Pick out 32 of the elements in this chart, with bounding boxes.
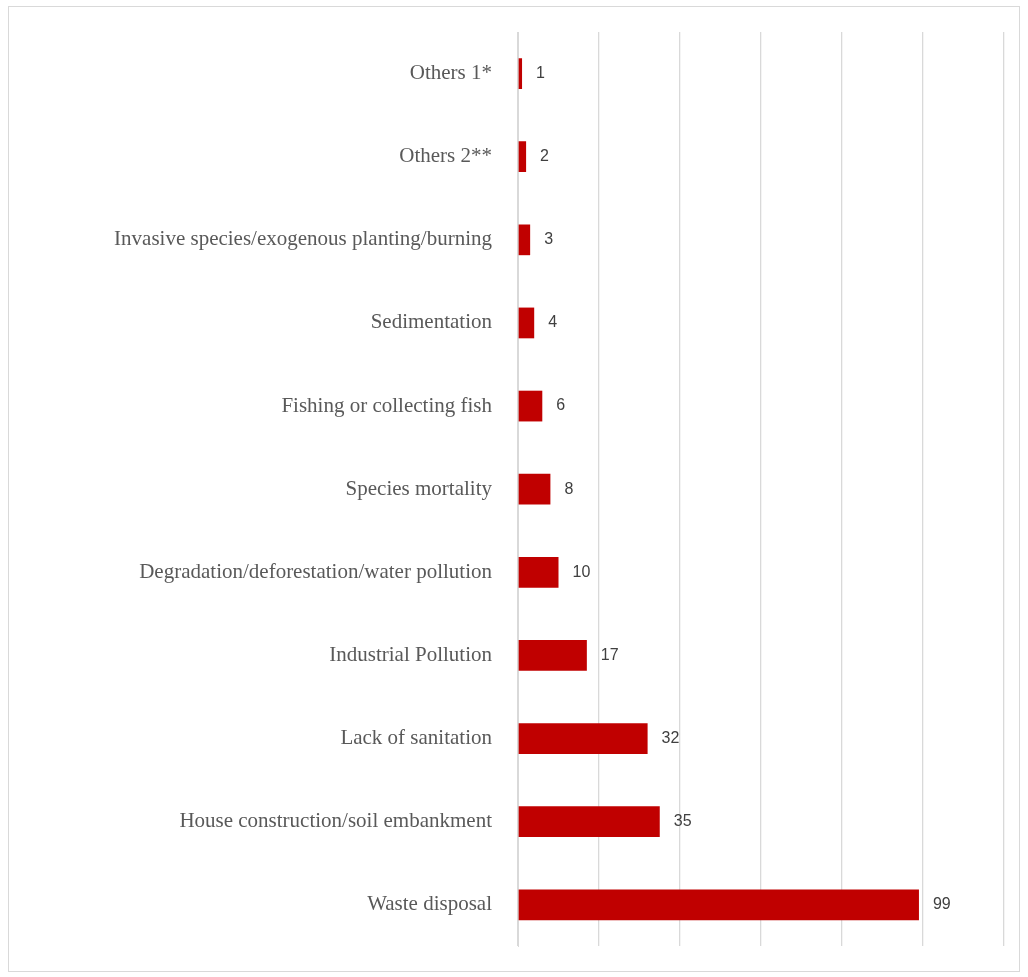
y-tick-label: Others 1* [409,60,492,85]
bar [518,307,535,339]
bar [518,640,587,671]
y-tick-label: Sedimentation [370,309,493,334]
y-tick-label: Species mortality [345,475,493,500]
y-tick-label: Others 2** [399,143,492,168]
data-label: 4 [548,313,558,331]
y-tick-label: Degradation/deforestation/water pollution [139,558,493,583]
y-tick-label: Waste disposal [367,891,493,916]
y-tick-label: House construction/soil embankment [179,808,493,833]
y-tick-label: Lack of sanitation [340,725,493,750]
bar [518,556,559,588]
data-label: 99 [932,895,951,913]
data-label: 6 [556,396,566,414]
data-label: 2 [540,147,550,165]
bar [518,390,543,422]
data-label: 32 [661,728,680,746]
bar [518,889,919,921]
bar [518,723,648,754]
data-label: 8 [564,479,574,497]
data-label: 17 [600,645,619,663]
data-label: 3 [544,230,554,248]
bar [518,473,551,505]
y-tick-label: Industrial Pollution [329,641,493,666]
bar [518,141,527,173]
bar [518,806,660,838]
y-tick-label: Invasive species/exogenous planting/burning [114,226,493,251]
bar [518,224,531,256]
data-label: 35 [673,812,692,830]
data-label: 10 [572,562,591,580]
y-tick-label: Fishing or collecting fish [281,392,493,417]
data-label: 1 [536,63,546,81]
